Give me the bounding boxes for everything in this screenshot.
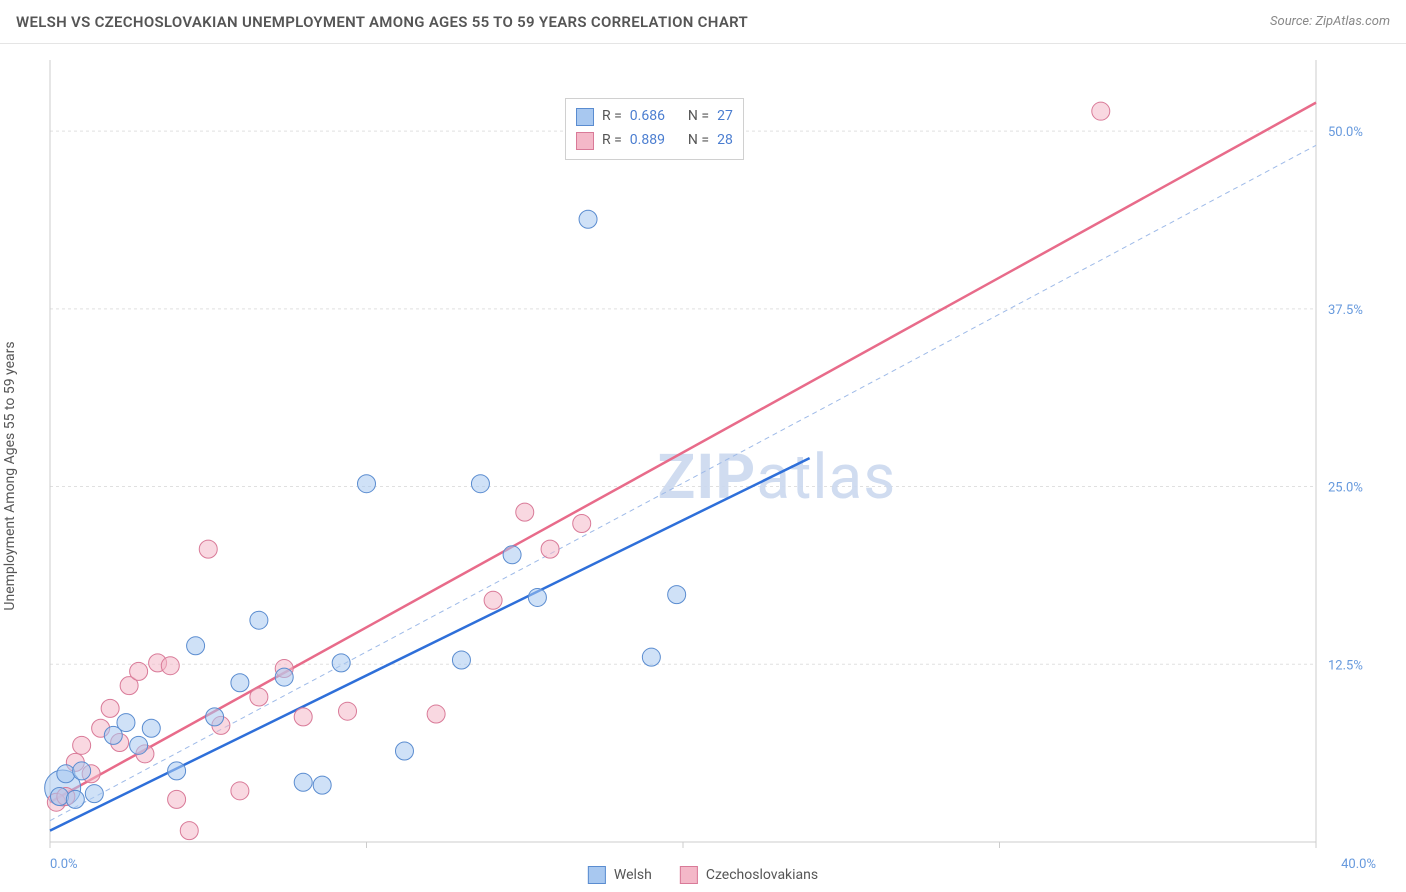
swatch-welsh-icon (576, 108, 594, 126)
scatter-point (180, 822, 198, 840)
swatch-czech-icon (576, 132, 594, 150)
svg-text:40.0%: 40.0% (1341, 857, 1376, 872)
scatter-point (313, 776, 331, 794)
scatter-point (161, 657, 179, 675)
scatter-point (231, 674, 249, 692)
scatter-point (471, 475, 489, 493)
svg-text:12.5%: 12.5% (1328, 658, 1363, 673)
legend-label: Czechoslovakians (706, 867, 818, 883)
scatter-point (199, 540, 217, 558)
scatter-point (168, 762, 186, 780)
chart-title: WELSH VS CZECHOSLOVAKIAN UNEMPLOYMENT AM… (16, 13, 748, 31)
chart-header: WELSH VS CZECHOSLOVAKIAN UNEMPLOYMENT AM… (0, 0, 1406, 44)
scatter-point (427, 705, 445, 723)
scatter-point (573, 515, 591, 533)
scatter-point (541, 540, 559, 558)
swatch-czech-icon (680, 866, 698, 884)
legend-item-welsh: Welsh (588, 866, 652, 884)
scatter-point (668, 586, 686, 604)
svg-text:25.0%: 25.0% (1328, 481, 1363, 496)
scatter-point (168, 790, 186, 808)
svg-text:0.0%: 0.0% (50, 857, 78, 872)
scatter-point (250, 688, 268, 706)
svg-text:37.5%: 37.5% (1328, 303, 1363, 318)
scatter-point (275, 668, 293, 686)
scatter-point (250, 611, 268, 629)
scatter-point (358, 475, 376, 493)
swatch-welsh-icon (588, 866, 606, 884)
source-attribution: Source: ZipAtlas.com (1270, 14, 1390, 29)
stats-row-czech: R = 0.889 N = 28 (576, 129, 733, 153)
scatter-point (452, 651, 470, 669)
scatter-point (101, 699, 119, 717)
legend-label: Welsh (614, 867, 652, 883)
scatter-point (187, 637, 205, 655)
scatter-point (1092, 102, 1110, 120)
scatter-point (395, 742, 413, 760)
legend-item-czech: Czechoslovakians (680, 866, 818, 884)
scatter-point (130, 662, 148, 680)
scatter-point (57, 765, 75, 783)
scatter-point (503, 546, 521, 564)
scatter-point (130, 736, 148, 754)
y-axis-label: Unemployment Among Ages 55 to 59 years (2, 341, 18, 610)
scatter-point (206, 708, 224, 726)
svg-text:50.0%: 50.0% (1328, 125, 1363, 140)
scatter-point (332, 654, 350, 672)
scatter-point (231, 782, 249, 800)
scatter-point (117, 714, 135, 732)
chart-area: Unemployment Among Ages 55 to 59 years 1… (0, 44, 1406, 892)
scatter-point (142, 719, 160, 737)
scatter-point (66, 790, 84, 808)
scatter-point (294, 708, 312, 726)
series-legend: Welsh Czechoslovakians (588, 866, 818, 884)
scatter-point (339, 702, 357, 720)
stats-row-welsh: R = 0.686 N = 27 (576, 105, 733, 129)
scatter-point (73, 762, 91, 780)
scatter-point (528, 588, 546, 606)
scatter-point (516, 503, 534, 521)
scatter-point (484, 591, 502, 609)
scatter-point (85, 785, 103, 803)
scatter-point (50, 788, 68, 806)
scatter-point (294, 773, 312, 791)
scatter-plot: 12.5%25.0%37.5%50.0%0.0%40.0%ZIPatlas (0, 44, 1406, 892)
correlation-stats-box: R = 0.686 N = 27 R = 0.889 N = 28 (565, 98, 744, 160)
scatter-point (579, 210, 597, 228)
scatter-point (642, 648, 660, 666)
scatter-point (73, 736, 91, 754)
